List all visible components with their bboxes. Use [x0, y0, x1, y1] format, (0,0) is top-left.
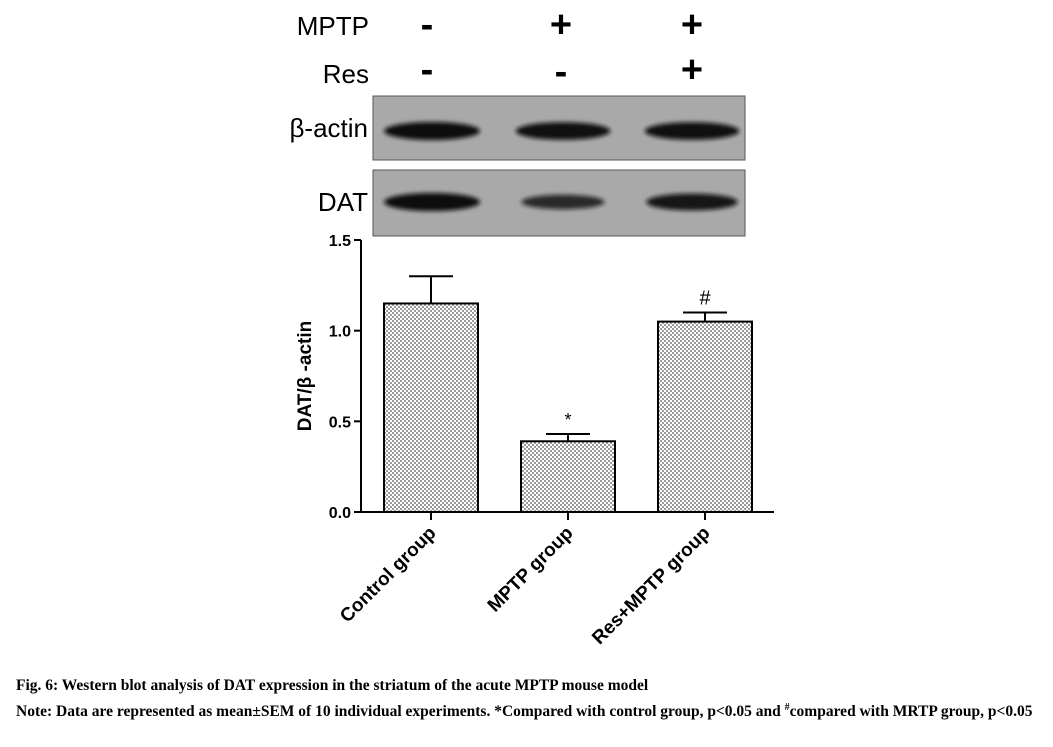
significance-marker: #	[699, 288, 711, 310]
treatment-sign: -	[421, 4, 434, 46]
caption-note-superscript: #	[784, 702, 790, 713]
bar	[383, 302, 479, 514]
blot-strip-actin: β-actin	[289, 95, 746, 161]
blot-label-actin: β-actin	[289, 113, 368, 143]
caption-title: Fig. 6: Western blot analysis of DAT exp…	[16, 677, 649, 694]
blot-strip-dat: DAT	[318, 169, 746, 237]
treatment-label-mptp: MPTP	[297, 11, 369, 41]
bar-chart: 0.00.51.01.5 *# Control group MPTP group R…	[295, 233, 774, 649]
treatment-sign: +	[681, 4, 703, 46]
treatment-sign: +	[550, 4, 572, 46]
band-group	[384, 122, 740, 140]
blot-label-dat: DAT	[318, 187, 368, 217]
caption-note-text-end: compared with MRTP group, p<0.05	[789, 703, 1033, 721]
bars: *#	[383, 275, 753, 514]
x-ticks: Control group MPTP group Res+MPTP group	[336, 512, 715, 649]
treatment-sign: -	[421, 49, 434, 91]
figure-caption: Fig. 6: Western blot analysis of DAT exp…	[16, 676, 1040, 722]
y-tick-label: 1.5	[329, 233, 351, 250]
blot-band	[646, 193, 738, 211]
blot-band	[644, 122, 740, 140]
blot-band	[515, 122, 611, 140]
y-tick-label: 1.0	[329, 324, 351, 341]
x-tick-label: Control group	[336, 523, 440, 627]
blot-band	[384, 122, 480, 140]
y-tick-label: 0.0	[329, 505, 351, 522]
blot-band	[384, 193, 480, 211]
blot-band	[521, 194, 605, 210]
caption-note-text: Note: Data are represented as mean±SEM o…	[16, 703, 785, 721]
bar	[657, 320, 753, 513]
caption-note: Note: Data are represented as mean±SEM o…	[16, 698, 1040, 722]
y-tick-label: 0.5	[329, 414, 351, 431]
bar	[520, 440, 616, 513]
figure: MPTP - + + Res - - + β-actin DAT 0.0 0.5 1…	[289, 4, 774, 649]
treatment-sign: +	[681, 49, 703, 91]
y-ticks: 0.0 0.5 1.0 1.5	[329, 233, 361, 522]
x-tick-label: MPTP group	[484, 523, 578, 617]
treatment-sign: -	[555, 51, 568, 93]
treatment-rows: MPTP - + + Res - - +	[297, 4, 703, 93]
band-group	[384, 193, 738, 211]
y-axis-label: DAT/β -actin	[295, 321, 316, 431]
treatment-label-res: Res	[323, 59, 369, 89]
significance-marker: *	[564, 410, 571, 430]
x-tick-label: Res+MPTP group	[588, 523, 714, 649]
